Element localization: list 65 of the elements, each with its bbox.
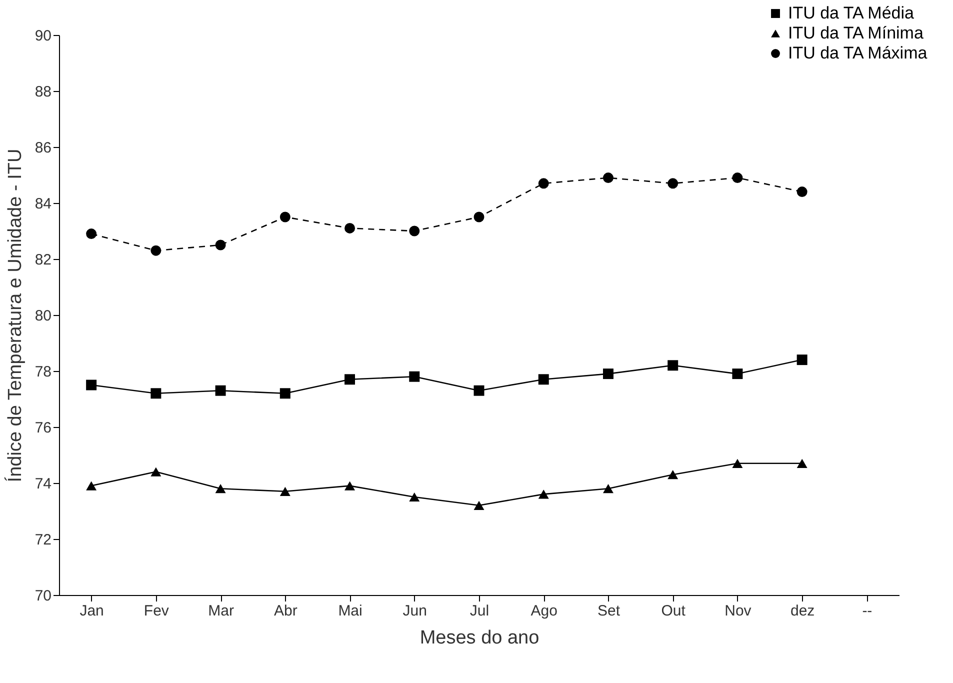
- point: [538, 178, 549, 189]
- point: [280, 212, 290, 222]
- legend-label: ITU da TA Mínima: [788, 24, 924, 42]
- point: [732, 368, 743, 380]
- point: [150, 388, 162, 399]
- y-tick-label: 84: [34, 196, 52, 212]
- point: [344, 222, 356, 234]
- y-tick-label: 80: [34, 308, 52, 324]
- point: [344, 481, 356, 490]
- x-tick-label: Jun: [402, 602, 427, 620]
- x-tick-label: Nov: [724, 602, 752, 620]
- y-tick-label: 78: [34, 364, 52, 380]
- point: [86, 481, 97, 490]
- point: [602, 484, 614, 494]
- x-tick-label: Mai: [338, 602, 362, 620]
- x-tick-label: Jul: [470, 602, 490, 620]
- point: [668, 178, 678, 189]
- x-tick-label: Set: [597, 602, 621, 620]
- point: [150, 467, 162, 476]
- y-tick-label: 88: [34, 84, 52, 100]
- x-tick-label: Fev: [144, 602, 170, 620]
- point: [344, 374, 356, 385]
- legend-label: ITU da TA Média: [788, 4, 915, 22]
- point: [602, 172, 614, 184]
- point: [215, 385, 226, 396]
- point: [280, 388, 290, 399]
- x-tick-label: dez: [790, 602, 815, 620]
- y-tick-label: 82: [34, 252, 52, 268]
- x-tick-label: Jan: [80, 602, 104, 620]
- point: [86, 228, 97, 240]
- point: [538, 490, 549, 499]
- y-axis-title: Índice de Temperatura e Umidade - ITU: [4, 148, 26, 482]
- point: [215, 484, 226, 494]
- y-tick-label: 72: [34, 532, 52, 548]
- point: [86, 380, 97, 390]
- x-tick-label: --: [862, 602, 872, 620]
- x-tick-label: Abr: [274, 602, 298, 620]
- point: [474, 500, 484, 510]
- x-tick-label: Ago: [530, 602, 558, 620]
- x-axis-title: Meses do ano: [420, 628, 540, 648]
- legend-label: ITU da TA Máxima: [788, 44, 928, 62]
- point: [796, 354, 808, 366]
- point: [668, 360, 678, 371]
- point: [150, 245, 162, 256]
- y-tick-label: 70: [34, 588, 52, 604]
- point: [280, 486, 290, 496]
- point: [409, 371, 420, 382]
- point: [668, 470, 678, 480]
- x-tick-label: Mar: [208, 602, 234, 620]
- point: [796, 186, 808, 198]
- point: [215, 240, 226, 250]
- point: [409, 492, 420, 502]
- y-tick-label: 90: [34, 28, 52, 44]
- point: [474, 385, 484, 396]
- point: [538, 374, 549, 385]
- y-tick-label: 86: [34, 140, 52, 156]
- y-tick-label: 74: [34, 476, 52, 492]
- x-tick-label: Out: [661, 602, 686, 620]
- y-tick-label: 76: [34, 420, 52, 436]
- point: [409, 226, 420, 236]
- point: [796, 458, 808, 468]
- point: [732, 172, 743, 184]
- point: [732, 458, 743, 468]
- point: [474, 212, 484, 222]
- point: [602, 368, 614, 380]
